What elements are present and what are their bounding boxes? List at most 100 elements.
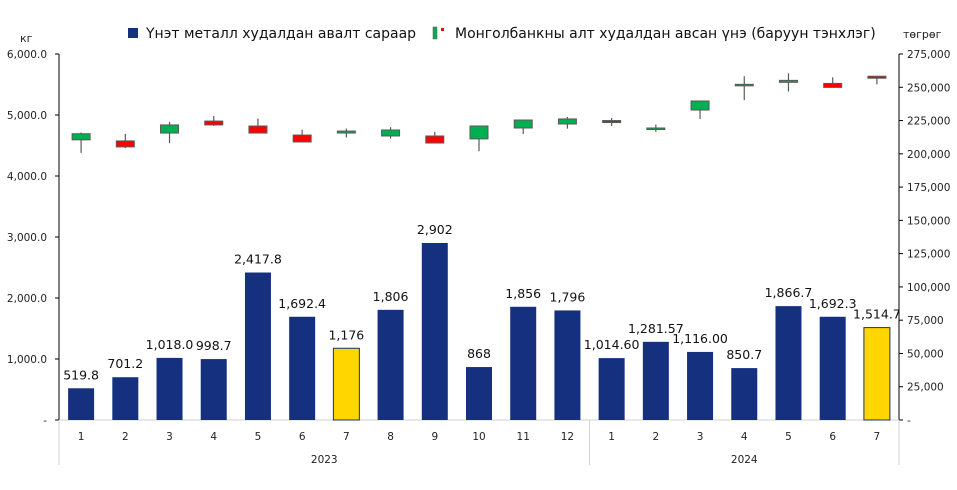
candle-body-down [425,135,445,144]
left-axis: - 1,000.0 2,000.0 3,000.0 4,000.0 5,000.0 6,00… [7,49,60,427]
x-axis-tick-label: 11 [517,431,530,443]
bar [156,357,183,420]
candle-body-up [513,119,533,129]
candlestick-series [71,73,887,153]
bar [68,388,95,420]
left-axis-tick-label: 1,000.0 [7,354,47,366]
x-axis-group-label: 2024 [731,454,758,466]
bar-data-label: 2,902 [417,222,453,237]
x-axis-tick-label: 4 [741,431,748,443]
bar [377,309,404,420]
left-axis-tick-label: - [43,415,47,427]
candle-body-down [248,125,268,134]
bar-data-label: 850.7 [726,347,762,362]
candle-body-down [823,82,843,88]
bar-data-label: 1,806 [373,289,409,304]
legend-candlestick-icon [432,26,444,40]
bar [112,377,139,420]
candle-body-up [646,127,666,130]
bar-data-label: 1,692.4 [278,296,326,311]
candlestick [248,118,268,134]
candlestick [204,115,224,126]
bar-data-label: 1,692.3 [809,296,857,311]
right-axis: - 25,000 50,000 75,000 100,000 125,000 150,000… [898,49,950,427]
x-axis-tick-label: 2 [122,431,129,443]
bar [466,367,492,420]
bar-data-label: 1,281.57 [628,321,684,336]
bar-data-label: 701.2 [107,356,143,371]
bar [642,341,669,420]
x-axis-tick-label: 1 [78,431,85,443]
x-axis-tick-label: 4 [210,431,217,443]
right-axis-tick-label: - [907,415,911,427]
candle-body-down [115,140,135,148]
candlestick [425,131,445,144]
bar [244,272,271,420]
candlestick [602,118,622,127]
bar [554,310,581,420]
candlestick [160,121,180,144]
bar [775,306,802,420]
legend-bar-label: Үнэт металл худалдан авалт сараар [145,26,416,42]
left-axis-tick-label: 5,000.0 [7,110,47,122]
candlestick [381,127,401,139]
x-axis-tick-label: 10 [472,431,485,443]
bar-data-label: 1,018.0 [146,337,194,352]
x-axis-tick-label: 2 [652,431,659,443]
left-axis-tick-label: 6,000.0 [7,49,47,61]
bar [731,368,758,420]
x-axis-tick-label: 3 [697,431,704,443]
right-axis-tick-label: 75,000 [907,315,944,327]
bar-data-labels: 519.8 701.21,018.0 998.7 2,417.8 1,692.4 1,17… [63,222,901,382]
candlestick [513,119,533,134]
bar-highlighted [332,347,360,421]
candlestick [292,129,312,143]
candle-body-up [690,100,710,111]
candle-body-up [336,130,356,134]
candlestick [71,132,91,153]
x-axis-tick-label: 6 [829,431,836,443]
x-axis-tick-label: 8 [387,431,394,443]
legend-candlestick-label: Монголбанкны алт худалдан авсан үнэ (бар… [455,26,876,42]
x-axis-tick-label: 6 [299,431,306,443]
candle-body-up [469,125,489,140]
right-axis-tick-label: 175,000 [907,182,950,194]
candlestick [557,116,577,129]
legend-bar-swatch [128,28,138,38]
candlestick [336,128,356,138]
bar-data-label: 998.7 [196,338,232,353]
left-axis-tick-label: 2,000.0 [7,293,47,305]
right-axis-tick-label: 275,000 [907,49,950,61]
right-axis-unit-label: төгрөг [903,28,942,41]
bar [200,359,227,420]
candlestick [690,100,710,119]
candlestick [469,125,489,152]
bar-data-label: 868 [467,346,491,361]
candle-body-down [292,134,312,143]
right-axis-tick-label: 25,000 [907,382,944,394]
x-axis-tick-label: 7 [343,431,350,443]
bar-data-label: 1,116.00 [672,331,728,346]
x-axis-tick-label: 12 [561,431,574,443]
bar-series [68,242,891,421]
candle-body-up [557,118,577,125]
bar-data-label: 1,796 [550,289,586,304]
bar-data-label: 1,856 [505,286,541,301]
bar-data-label: 519.8 [63,367,99,382]
candlestick [778,73,798,92]
bar [421,242,448,420]
candlestick [823,77,843,88]
bar [510,306,537,420]
candle-body-up [160,124,180,134]
candlestick [734,76,754,101]
candle-body-down [867,75,887,79]
bar [819,316,846,420]
bar-highlighted [863,327,891,421]
x-axis-tick-label: 1 [608,431,615,443]
candle-body-up [778,79,798,83]
candle-body-up [734,83,754,87]
right-axis-tick-label: 250,000 [907,82,950,94]
left-axis-tick-label: 3,000.0 [7,232,47,244]
candlestick [867,75,887,85]
